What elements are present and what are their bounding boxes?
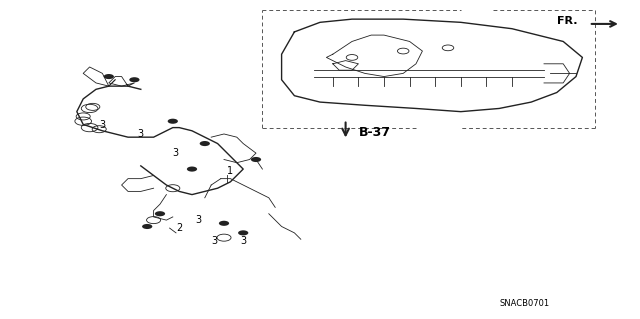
Circle shape xyxy=(155,211,165,216)
Text: 3: 3 xyxy=(240,236,246,246)
Text: 3: 3 xyxy=(173,148,179,158)
Circle shape xyxy=(251,157,261,162)
Circle shape xyxy=(142,224,152,229)
Circle shape xyxy=(187,167,197,172)
Text: FR.: FR. xyxy=(557,16,577,26)
Circle shape xyxy=(129,77,140,82)
Circle shape xyxy=(238,230,248,235)
Circle shape xyxy=(200,141,210,146)
Circle shape xyxy=(219,221,229,226)
Circle shape xyxy=(104,74,114,79)
Text: 3: 3 xyxy=(138,129,144,139)
Text: 2: 2 xyxy=(176,223,182,233)
Text: 3: 3 xyxy=(195,215,202,225)
Text: 1: 1 xyxy=(227,166,234,176)
Text: 3: 3 xyxy=(211,236,218,246)
Text: SNACB0701: SNACB0701 xyxy=(499,299,549,308)
Text: 3: 3 xyxy=(99,120,106,130)
Text: B-37: B-37 xyxy=(358,126,390,138)
Circle shape xyxy=(168,119,178,124)
